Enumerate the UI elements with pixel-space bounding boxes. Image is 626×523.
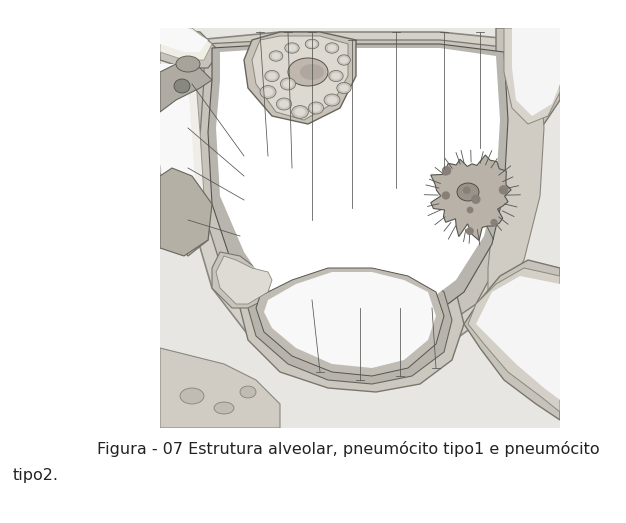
Ellipse shape [285,43,299,53]
Circle shape [466,227,474,235]
Ellipse shape [292,106,309,118]
Polygon shape [248,264,452,384]
Circle shape [471,195,481,204]
Polygon shape [212,252,280,308]
Ellipse shape [280,78,295,90]
Ellipse shape [305,39,319,49]
Polygon shape [208,44,508,340]
Ellipse shape [329,71,343,82]
Polygon shape [160,28,560,428]
Text: Figura - 07 Estrutura alveolar, pneumócito tipo1 e pneumócito: Figura - 07 Estrutura alveolar, pneumóci… [98,441,600,457]
Ellipse shape [260,86,276,98]
Circle shape [490,219,498,226]
Ellipse shape [331,72,341,79]
Ellipse shape [265,71,279,82]
Ellipse shape [287,44,297,51]
Circle shape [463,186,471,194]
Ellipse shape [277,98,292,110]
Polygon shape [160,28,212,60]
Ellipse shape [267,72,277,79]
Ellipse shape [307,41,316,47]
Ellipse shape [340,56,348,63]
Polygon shape [476,276,560,400]
Ellipse shape [269,51,283,61]
Polygon shape [160,48,212,256]
Circle shape [442,166,451,175]
Polygon shape [160,64,212,112]
Ellipse shape [214,402,234,414]
Ellipse shape [174,79,190,93]
Ellipse shape [272,53,280,60]
Polygon shape [512,28,560,116]
Ellipse shape [263,88,273,96]
Polygon shape [496,28,560,132]
Ellipse shape [327,96,337,104]
Polygon shape [468,268,560,412]
Polygon shape [431,155,511,241]
Ellipse shape [240,386,256,398]
Polygon shape [160,28,220,68]
Polygon shape [488,52,544,316]
Polygon shape [464,260,560,420]
Ellipse shape [325,43,339,53]
Circle shape [442,191,450,200]
Ellipse shape [324,94,340,106]
Ellipse shape [300,64,324,80]
Ellipse shape [295,108,305,116]
Ellipse shape [180,388,204,404]
Text: tipo2.: tipo2. [13,468,58,483]
Polygon shape [216,48,500,328]
Polygon shape [160,64,196,232]
Ellipse shape [309,102,324,114]
Polygon shape [264,272,436,368]
Polygon shape [256,268,444,376]
Polygon shape [160,28,208,52]
Polygon shape [160,168,212,256]
Ellipse shape [279,100,289,108]
Ellipse shape [339,84,349,92]
Polygon shape [160,56,204,244]
Polygon shape [244,32,356,124]
Polygon shape [200,40,516,352]
Ellipse shape [457,183,479,201]
Polygon shape [216,256,272,304]
Circle shape [467,207,473,213]
Circle shape [499,185,508,195]
Ellipse shape [337,83,351,94]
Ellipse shape [176,56,200,72]
Polygon shape [160,348,280,428]
Ellipse shape [311,104,321,112]
Ellipse shape [327,44,336,51]
Polygon shape [504,28,560,124]
Ellipse shape [337,55,351,65]
Ellipse shape [288,58,328,86]
Polygon shape [188,32,528,368]
Polygon shape [252,36,348,120]
Ellipse shape [283,80,293,88]
Polygon shape [240,256,464,392]
